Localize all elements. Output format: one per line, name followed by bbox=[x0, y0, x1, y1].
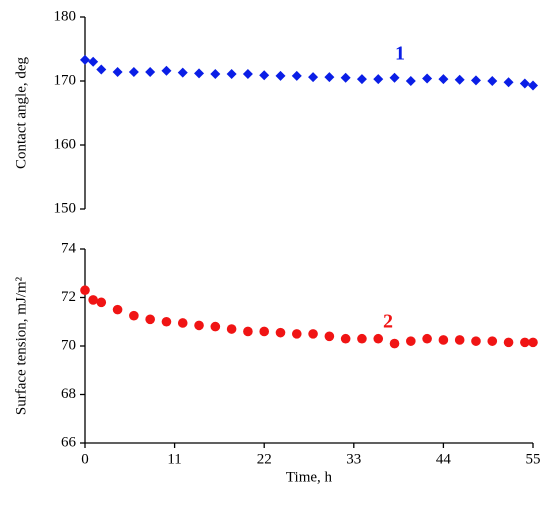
annotation: 1 bbox=[395, 43, 405, 65]
point bbox=[357, 333, 367, 344]
y-tick-label: 68 bbox=[61, 386, 76, 402]
x-tick-label: 44 bbox=[436, 451, 452, 467]
point bbox=[422, 73, 433, 84]
point bbox=[389, 338, 400, 349]
point bbox=[470, 75, 481, 86]
point bbox=[210, 321, 221, 332]
point bbox=[373, 333, 384, 344]
point bbox=[128, 67, 139, 78]
point bbox=[454, 335, 465, 345]
y-tick-label: 160 bbox=[54, 136, 77, 152]
point bbox=[242, 68, 253, 79]
y-tick-label: 180 bbox=[54, 8, 77, 24]
point bbox=[129, 310, 139, 321]
point bbox=[373, 74, 384, 85]
point bbox=[503, 77, 514, 88]
y-tick-label: 74 bbox=[61, 240, 77, 256]
point bbox=[226, 324, 237, 334]
point bbox=[194, 68, 205, 79]
point bbox=[519, 78, 530, 89]
point bbox=[503, 337, 514, 348]
point bbox=[177, 318, 188, 328]
point bbox=[161, 65, 172, 76]
point bbox=[243, 326, 253, 337]
point bbox=[145, 67, 156, 78]
point bbox=[438, 74, 449, 85]
point bbox=[96, 297, 107, 308]
point bbox=[88, 56, 99, 67]
point bbox=[177, 67, 188, 78]
point bbox=[291, 70, 302, 81]
point bbox=[145, 314, 155, 325]
point bbox=[308, 329, 318, 339]
point bbox=[210, 68, 221, 79]
point bbox=[340, 333, 351, 344]
x-tick-label: 0 bbox=[81, 451, 89, 467]
point bbox=[520, 337, 530, 348]
y-tick-label: 70 bbox=[61, 337, 76, 353]
point bbox=[308, 72, 319, 83]
point bbox=[487, 76, 498, 86]
y-tick-label: 72 bbox=[61, 289, 76, 305]
point bbox=[324, 72, 335, 83]
point bbox=[96, 64, 107, 75]
point bbox=[471, 336, 481, 346]
point bbox=[438, 335, 449, 345]
point bbox=[528, 80, 538, 91]
point bbox=[356, 74, 367, 85]
point bbox=[405, 76, 416, 86]
point bbox=[487, 336, 498, 346]
y-tick-label: 150 bbox=[54, 200, 77, 216]
y-tick-label: 170 bbox=[54, 72, 77, 88]
point bbox=[259, 326, 270, 337]
point bbox=[291, 329, 302, 339]
x-tick-label: 55 bbox=[526, 451, 541, 467]
point bbox=[80, 54, 90, 65]
point bbox=[161, 316, 172, 327]
point bbox=[112, 67, 123, 78]
point bbox=[340, 72, 351, 83]
point bbox=[275, 70, 286, 81]
y-axis-label: Surface tension, mJ/m² bbox=[13, 276, 29, 415]
point bbox=[112, 304, 123, 315]
point bbox=[528, 337, 538, 348]
x-tick-label: 11 bbox=[167, 451, 181, 467]
y-tick-label: 66 bbox=[61, 434, 77, 450]
point bbox=[324, 331, 335, 342]
point bbox=[275, 327, 286, 338]
x-tick-label: 33 bbox=[346, 451, 361, 467]
point bbox=[80, 285, 90, 296]
point bbox=[88, 295, 98, 305]
x-axis-label: Time, h bbox=[286, 469, 333, 485]
point bbox=[454, 74, 465, 85]
point bbox=[406, 336, 416, 346]
point bbox=[389, 72, 400, 83]
annotation: 2 bbox=[383, 311, 393, 333]
y-axis-label: Contact angle, deg bbox=[13, 56, 29, 169]
point bbox=[422, 333, 432, 344]
point bbox=[259, 70, 270, 81]
point bbox=[194, 320, 204, 331]
x-tick-label: 22 bbox=[257, 451, 272, 467]
point bbox=[226, 68, 237, 79]
